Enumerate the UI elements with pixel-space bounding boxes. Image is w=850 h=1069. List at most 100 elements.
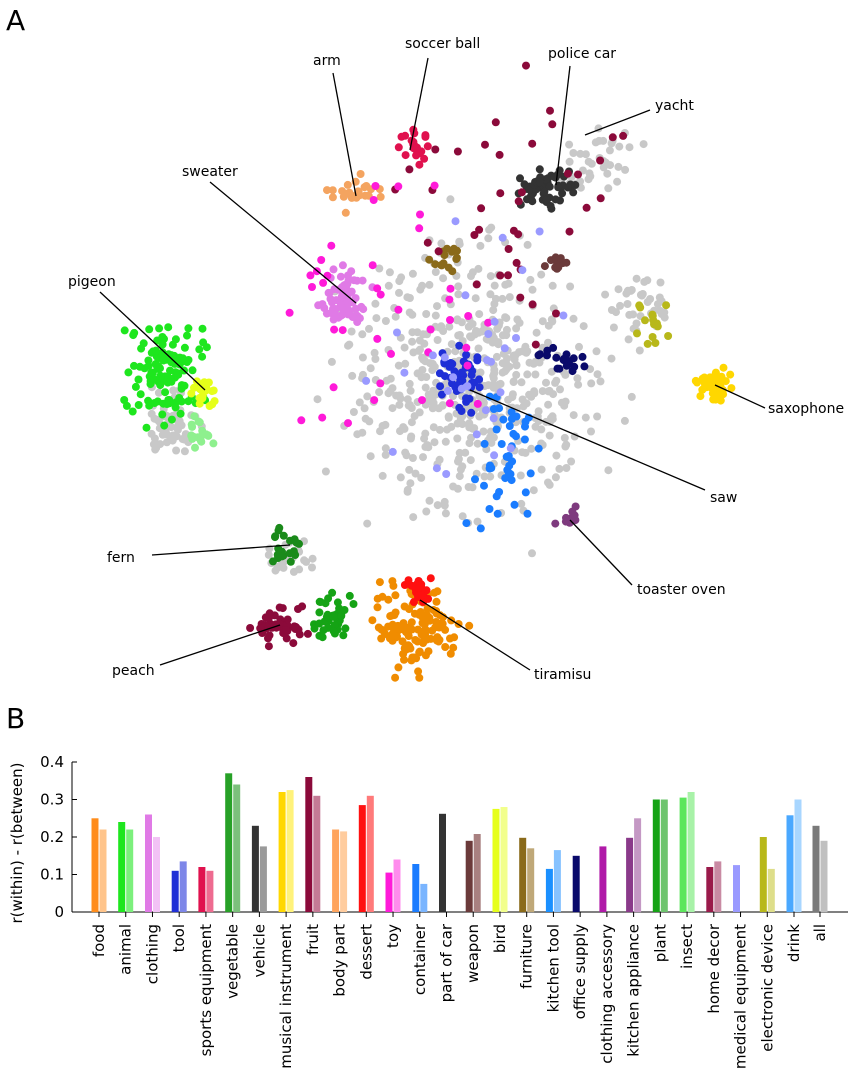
scatter-point [448, 359, 457, 368]
scatter-point [151, 346, 160, 355]
scatter-point [574, 380, 583, 389]
cluster-label-pigeon: pigeon [68, 274, 116, 290]
scatter-point [499, 415, 508, 424]
scatter-point [453, 434, 462, 443]
bar [626, 837, 634, 913]
scatter-point [558, 189, 567, 198]
scatter-point [124, 368, 133, 377]
category-label: vegetable [224, 924, 242, 999]
scatter-point [496, 189, 505, 198]
scatter-point [396, 473, 405, 482]
scatter-point [440, 353, 449, 362]
scatter-point [467, 371, 476, 380]
scatter-point [421, 383, 430, 392]
scatter-point [700, 373, 709, 382]
category-label: food [90, 924, 108, 957]
bar [714, 861, 722, 912]
scatter-point [426, 325, 435, 334]
scatter-point [319, 278, 328, 287]
scatter-point [145, 401, 154, 410]
scatter-point [369, 196, 378, 204]
scatter-point [496, 271, 505, 280]
scatter-point [528, 549, 536, 558]
scatter-point [191, 443, 199, 452]
scatter-point [329, 315, 338, 324]
scatter-point [653, 300, 662, 309]
scatter-point [337, 611, 346, 620]
scatter-point [291, 551, 300, 559]
scatter-point [532, 328, 541, 337]
scatter-point [468, 320, 477, 328]
scatter-point [419, 355, 428, 364]
scatter-point [531, 357, 540, 366]
category-label: fruit [304, 924, 322, 955]
scatter-point [188, 422, 197, 431]
scatter-point [437, 390, 446, 399]
scatter-point [361, 414, 370, 423]
scatter-point [444, 263, 453, 272]
scatter-point [418, 281, 427, 290]
scatter-point [195, 399, 204, 408]
scatter-point [331, 305, 340, 313]
category-label: all [811, 924, 829, 942]
scatter-point [528, 139, 537, 148]
scatter-point [495, 150, 504, 159]
scatter-point [415, 224, 424, 233]
scatter-point [200, 378, 209, 387]
scatter-point [168, 431, 177, 440]
scatter-point [408, 653, 417, 662]
scatter-point [498, 331, 507, 340]
scatter-point [384, 281, 393, 290]
scatter-point [358, 330, 367, 339]
bar [99, 829, 107, 912]
scatter-point [527, 444, 536, 453]
scatter-point [473, 353, 482, 362]
scatter-point [407, 618, 416, 627]
scatter-point [327, 357, 336, 366]
scatter-point [375, 264, 384, 273]
scatter-point [552, 353, 561, 362]
scatter-point [517, 378, 526, 387]
scatter-point [546, 202, 555, 210]
scatter-point [120, 326, 129, 335]
scatter-point [468, 483, 477, 492]
scatter-point [514, 197, 523, 206]
scatter-point [535, 165, 544, 174]
scatter-point [360, 404, 369, 413]
bar [393, 859, 401, 912]
scatter-point [434, 621, 443, 630]
scatter-point [408, 310, 417, 319]
cluster-label-soccer-ball: soccer ball [405, 36, 480, 52]
scatter-point [582, 203, 591, 212]
scatter-point [164, 373, 172, 382]
scatter-point [462, 350, 471, 359]
scatter-point [344, 341, 352, 350]
scatter-point [417, 473, 426, 482]
scatter-point [521, 342, 530, 351]
scatter-point [648, 333, 657, 341]
bar [118, 822, 126, 912]
scatter-point [534, 444, 543, 453]
scatter-point [512, 324, 521, 333]
scatter-point [433, 336, 442, 344]
bar [492, 808, 500, 912]
scatter-point [465, 439, 474, 448]
scatter-point [443, 425, 451, 434]
scatter-point [526, 275, 535, 284]
scatter-point [134, 375, 143, 384]
scatter-point [400, 424, 409, 433]
scatter-point [486, 272, 495, 281]
scatter-point [534, 351, 543, 360]
scatter-point [340, 281, 349, 289]
scatter-point [418, 366, 427, 374]
scatter-point [359, 305, 368, 314]
scatter-point [389, 624, 398, 633]
scatter-point [441, 625, 450, 634]
scatter-point [500, 344, 509, 353]
scatter-point [489, 306, 498, 315]
scatter-point [355, 314, 364, 323]
scatter-point [406, 479, 415, 488]
scatter-point [139, 339, 148, 348]
panel-a-letter: A [6, 4, 26, 37]
scatter-point [512, 258, 521, 267]
